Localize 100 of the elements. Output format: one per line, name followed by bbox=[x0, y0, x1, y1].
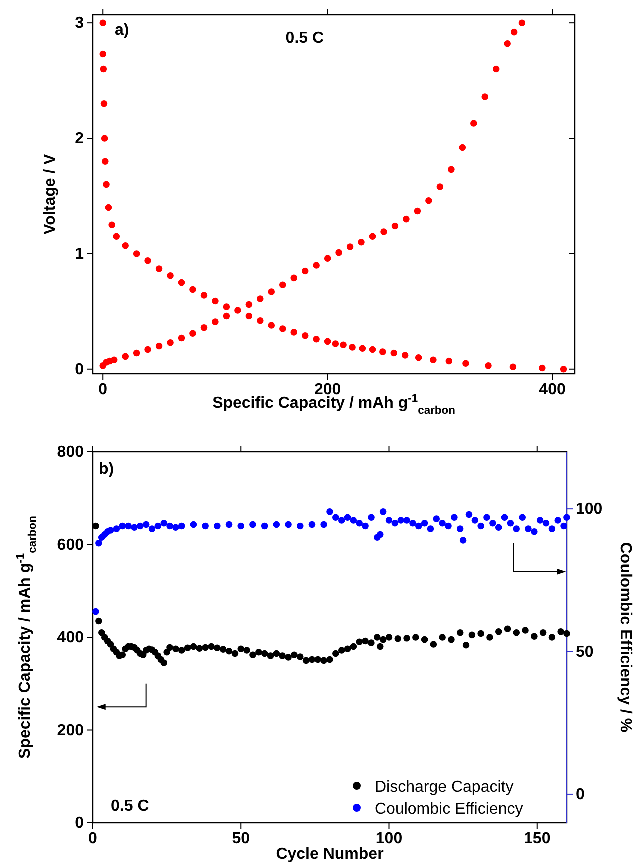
y-tick-label: 1 bbox=[75, 246, 84, 264]
point bbox=[102, 158, 109, 165]
point bbox=[560, 366, 568, 373]
point bbox=[212, 318, 219, 326]
point bbox=[100, 66, 108, 73]
point bbox=[290, 274, 298, 282]
point bbox=[257, 296, 264, 302]
y-tick-label: 2 bbox=[75, 130, 84, 148]
point bbox=[470, 120, 478, 127]
x-tick-label: 150 bbox=[524, 830, 551, 848]
point bbox=[430, 356, 437, 364]
y-tick-label: 200 bbox=[57, 722, 84, 740]
y-tick-label: 0 bbox=[75, 815, 84, 832]
x-axis-title: Cycle Number bbox=[276, 846, 384, 863]
point bbox=[359, 345, 366, 352]
point bbox=[462, 360, 470, 367]
point bbox=[336, 249, 342, 256]
point bbox=[200, 324, 208, 332]
point bbox=[257, 318, 264, 324]
y-tick-label: 400 bbox=[57, 630, 84, 647]
point bbox=[113, 233, 120, 240]
point bbox=[436, 184, 444, 190]
legend-label: Discharge Capacity bbox=[375, 779, 514, 796]
point bbox=[459, 144, 466, 152]
y-tick-label: 0 bbox=[75, 362, 84, 379]
point bbox=[178, 279, 186, 286]
point bbox=[518, 20, 526, 26]
point bbox=[415, 354, 422, 362]
point bbox=[426, 197, 432, 204]
point bbox=[302, 268, 309, 275]
point bbox=[167, 339, 174, 346]
point bbox=[369, 346, 376, 354]
point bbox=[403, 216, 410, 223]
point bbox=[358, 239, 365, 246]
point bbox=[234, 307, 242, 314]
x-tick-label: 50 bbox=[232, 830, 250, 848]
y2-axis-title: Coulombic Efficiency / % bbox=[617, 542, 634, 733]
point bbox=[324, 338, 332, 346]
x-tick-label: 0 bbox=[98, 381, 108, 398]
point bbox=[485, 362, 492, 370]
y2-tick-label: 0 bbox=[576, 786, 585, 804]
x-tick-label: 100 bbox=[376, 830, 403, 848]
point bbox=[144, 346, 152, 354]
point bbox=[510, 364, 517, 370]
point bbox=[156, 266, 163, 272]
point bbox=[504, 40, 511, 48]
point bbox=[313, 336, 320, 343]
point bbox=[105, 204, 112, 212]
point bbox=[324, 255, 332, 262]
point bbox=[122, 353, 129, 360]
point bbox=[346, 244, 354, 250]
point bbox=[178, 334, 186, 342]
point bbox=[482, 94, 488, 100]
point bbox=[156, 342, 163, 350]
point bbox=[223, 304, 230, 310]
point bbox=[446, 358, 453, 365]
point bbox=[492, 66, 500, 73]
point bbox=[223, 312, 230, 320]
point bbox=[290, 329, 298, 336]
point bbox=[100, 50, 106, 58]
point bbox=[402, 352, 409, 359]
point bbox=[246, 301, 253, 308]
point bbox=[167, 272, 174, 280]
point bbox=[190, 286, 196, 294]
y2-tick-label: 50 bbox=[576, 644, 594, 661]
point bbox=[246, 312, 253, 320]
x-tick-label: 400 bbox=[539, 381, 566, 398]
point bbox=[414, 208, 422, 215]
point bbox=[268, 322, 276, 329]
point bbox=[340, 342, 347, 349]
point bbox=[200, 292, 208, 299]
point bbox=[144, 257, 152, 264]
point bbox=[279, 282, 286, 288]
point bbox=[392, 222, 399, 230]
annotation: 0.5 C bbox=[111, 798, 150, 815]
x-tick-label: 0 bbox=[88, 830, 98, 848]
point bbox=[212, 298, 219, 305]
legend-label: Coulombic Efficiency bbox=[375, 801, 524, 818]
point bbox=[369, 233, 376, 240]
point bbox=[100, 100, 108, 108]
point bbox=[110, 356, 118, 364]
point bbox=[510, 28, 518, 36]
annotation: a) bbox=[115, 22, 130, 39]
y-tick-label: 600 bbox=[57, 536, 84, 554]
y-tick-label: 800 bbox=[57, 444, 84, 462]
point bbox=[302, 332, 309, 340]
point bbox=[448, 166, 455, 174]
point bbox=[349, 344, 356, 351]
point bbox=[190, 330, 196, 337]
y2-tick-label: 100 bbox=[576, 501, 603, 518]
point bbox=[122, 242, 129, 250]
annotation: b) bbox=[99, 461, 114, 478]
point bbox=[332, 340, 340, 348]
point bbox=[108, 222, 116, 228]
point bbox=[539, 364, 546, 372]
point bbox=[133, 250, 140, 258]
y-tick-label: 3 bbox=[75, 15, 84, 32]
point bbox=[390, 350, 398, 357]
point bbox=[103, 181, 110, 188]
point bbox=[133, 350, 140, 357]
